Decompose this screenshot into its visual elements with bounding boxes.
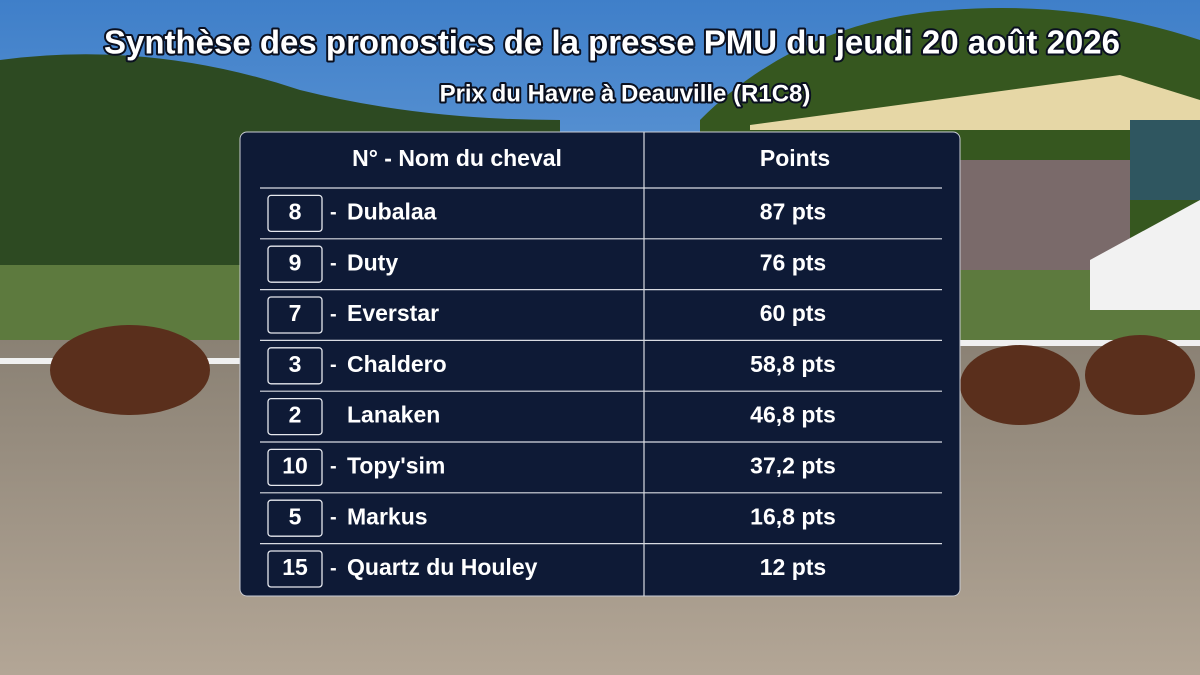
number-box [267,499,323,537]
number-box [267,245,323,283]
points: 16,8 pts [750,503,836,529]
horse-name: Everstar [347,300,439,326]
separator: - [330,354,337,376]
number-box [267,550,323,588]
horse-name: Dubalaa [347,198,437,224]
separator: - [330,252,337,274]
number-box [267,296,323,334]
subtitle: Prix du Havre à Deauville (R1C8) [440,80,811,107]
column-header: N° - Nom du cheval [352,145,562,171]
points: 76 pts [760,249,826,275]
column-header: Points [760,145,830,171]
horse-name: Markus [347,503,428,529]
title: Synthèse des pronostics de la presse PMU… [104,24,1120,61]
separator: - [330,557,337,579]
separator: - [330,303,337,325]
points: 37,2 pts [750,452,836,478]
number-box [267,194,323,233]
points: 60 pts [760,300,826,326]
points: 46,8 pts [750,402,836,428]
horse-number: 3 [289,351,302,377]
horse-number: 7 [289,300,302,326]
separator: - [330,202,337,224]
number-box [267,397,323,436]
horse-number: 15 [282,554,308,580]
points: 87 pts [760,198,826,224]
horse-number: 5 [289,503,302,529]
horse-name: Lanaken [347,402,440,428]
horse-name: Topy'sim [347,452,445,478]
horse-name: Chaldero [347,351,447,377]
horse-name: Quartz du Houley [347,554,538,580]
separator: - [330,506,337,528]
horse-number: 2 [289,402,302,428]
points: 58,8 pts [750,351,836,377]
number-box [267,448,323,487]
table: N° - Nom du cheval Points 8- Dubalaa 87 pt… [239,131,961,597]
separator: - [330,456,337,478]
horse-number: 8 [289,198,302,224]
points: 12 pts [760,554,826,580]
horse-name: Duty [347,249,398,275]
horse-number: 10 [282,452,308,478]
number-box [267,347,323,385]
horse-number: 9 [289,249,302,275]
table-panel [239,131,961,597]
